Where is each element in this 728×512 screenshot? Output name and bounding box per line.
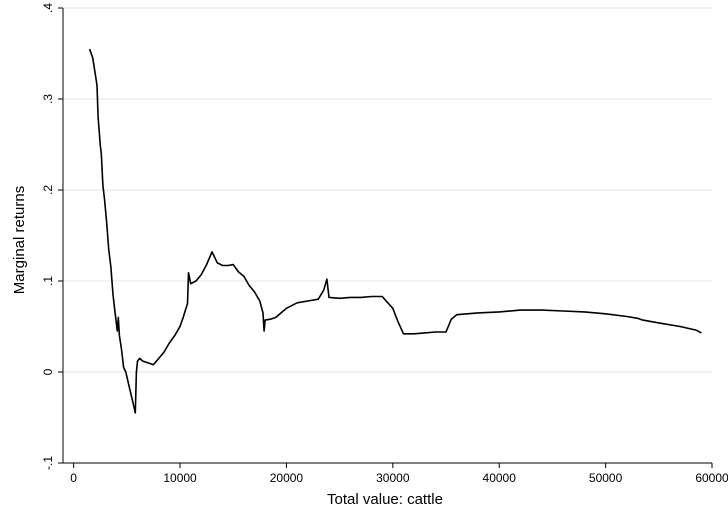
series-line [88,48,702,414]
x-tick-label: 20000 [270,471,304,485]
x-tick-label: 50000 [589,471,623,485]
y-tick-label: .3 [41,94,55,104]
x-tick-labels: 0 10000 20000 30000 40000 50000 60000 [70,471,728,485]
y-tick-label: -.1 [41,456,55,470]
y-tick-label: 0 [41,368,55,375]
x-tick-label: 40000 [483,471,517,485]
y-tick-labels: -.1 0 .1 .2 .3 .4 [41,3,55,470]
axes [58,7,713,468]
x-tick-label: 10000 [163,471,197,485]
x-axis-title: Total value: cattle [327,491,443,508]
series-layer [88,48,702,414]
x-tick-label: 0 [70,471,77,485]
y-tick-label: .4 [41,3,55,13]
y-tick-label: .1 [41,276,55,286]
y-axis-title: Marginal returns [11,186,28,294]
y-tick-label: .2 [41,185,55,195]
x-tick-label: 60000 [695,471,728,485]
x-tick-label: 30000 [376,471,410,485]
